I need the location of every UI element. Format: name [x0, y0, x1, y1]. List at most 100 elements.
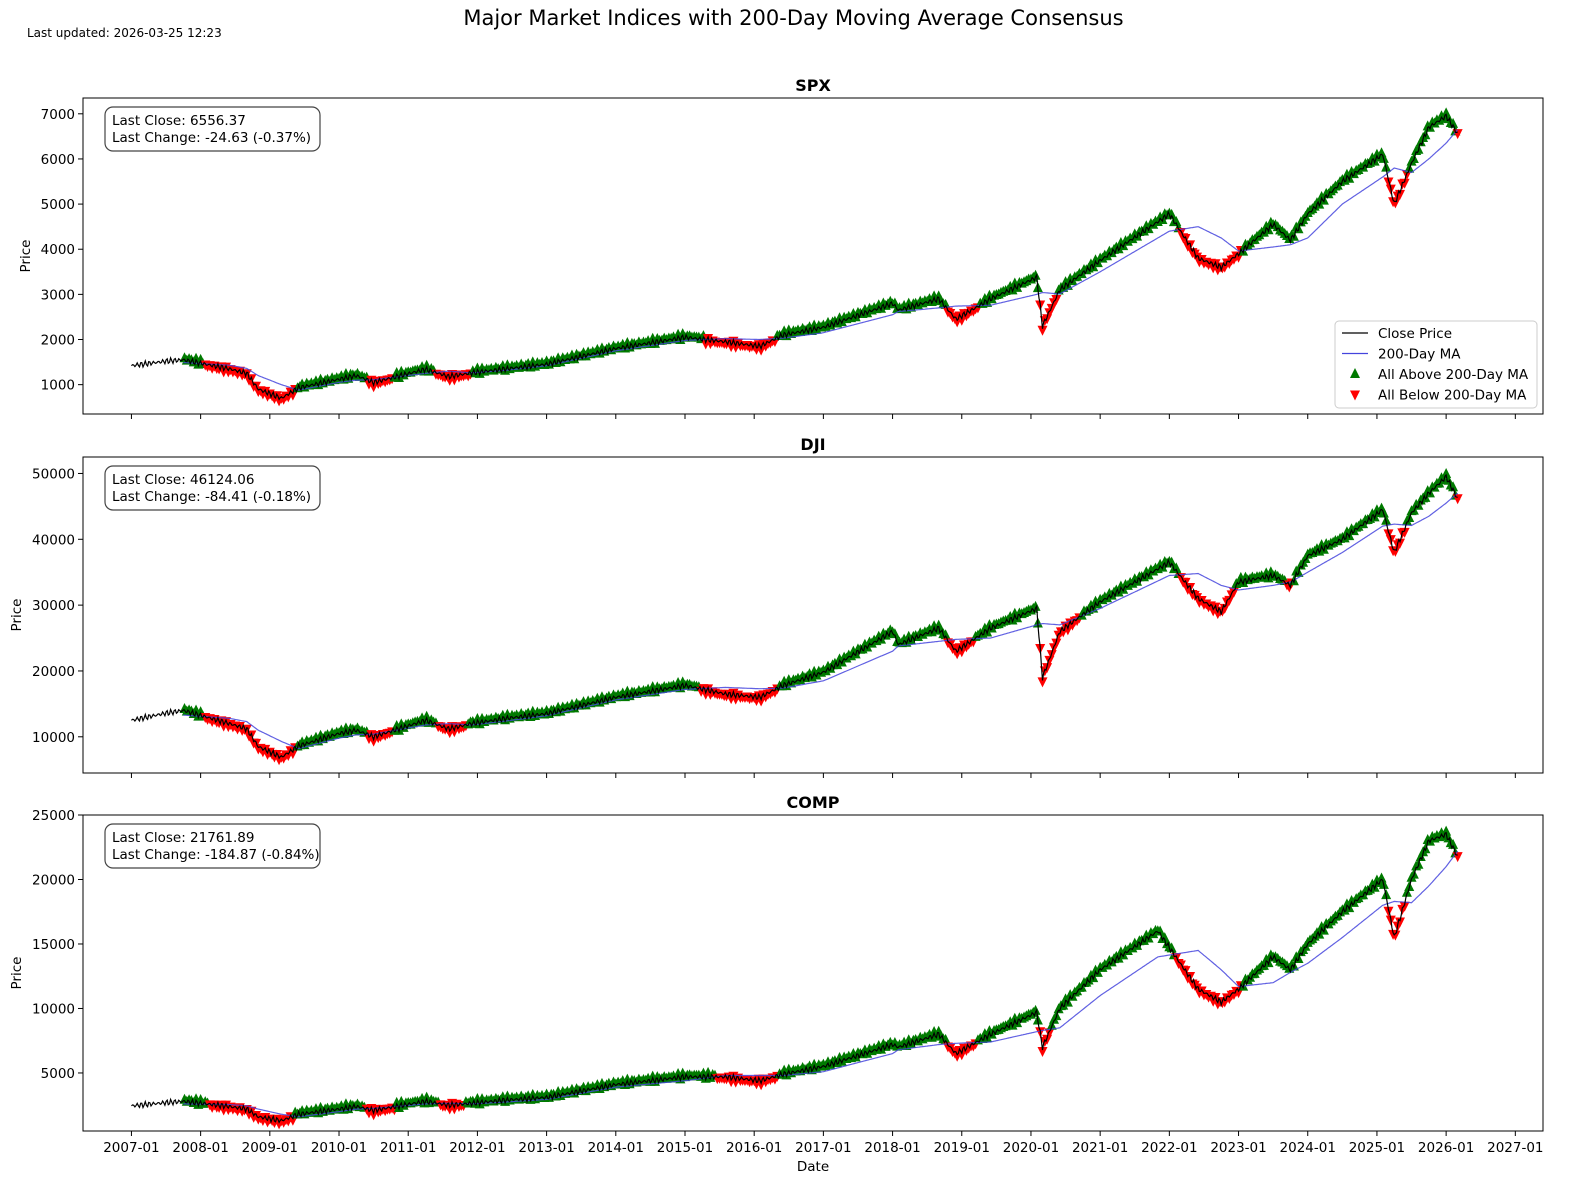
last-change-text: Last Change: -84.41 (-0.18%) — [112, 489, 311, 505]
last-close-text: Last Close: 46124.06 — [112, 472, 254, 488]
below-ma-marker — [1394, 189, 1405, 200]
legend-label: All Below 200-Day MA — [1378, 388, 1527, 404]
x-tick-label: 2012-01 — [449, 1140, 505, 1156]
x-tick-label: 2011-01 — [380, 1140, 436, 1156]
x-tick-label: 2016-01 — [726, 1140, 782, 1156]
ma-200-line — [183, 850, 1459, 1118]
axes-frame — [82, 814, 1544, 1132]
y-axis-label: Price — [18, 240, 34, 273]
close-price-line — [131, 473, 1458, 760]
y-tick-label: 6000 — [41, 152, 75, 168]
legend: Close Price 200-Day MA All Above 200-Day M… — [1334, 320, 1538, 409]
last-change-text: Last Change: -24.63 (-0.37%) — [112, 130, 311, 146]
close-price-line — [131, 831, 1458, 1124]
y-tick-label: 10000 — [32, 1001, 75, 1017]
x-tick-label: 2022-01 — [1141, 1140, 1197, 1156]
consensus-markers — [179, 825, 1463, 1130]
x-tick-label: 2020-01 — [1003, 1140, 1059, 1156]
above-ma-marker — [1448, 838, 1459, 849]
y-tick-label: 3000 — [41, 287, 75, 303]
above-ma-marker — [1046, 1019, 1057, 1030]
info-box-frame — [104, 823, 321, 869]
ma-200-line — [183, 129, 1459, 391]
last-close-text: Last Close: 6556.37 — [112, 113, 246, 129]
last-updated-label: Last updated: 2026-03-25 12:23 — [27, 26, 222, 40]
below-ma-marker — [1037, 325, 1048, 336]
below-ma-marker — [1175, 960, 1186, 971]
y-tick-label: 4000 — [41, 242, 75, 258]
above-ma-marker — [889, 628, 900, 639]
y-tick-label: 20000 — [32, 872, 75, 888]
above-ma-marker — [1030, 269, 1041, 280]
x-tick-label: 2027-01 — [1487, 1140, 1543, 1156]
x-tick-label: 2024-01 — [1280, 1140, 1336, 1156]
below-ma-marker — [1051, 295, 1062, 306]
x-tick-label: 2025-01 — [1349, 1140, 1405, 1156]
y-tick-label: 15000 — [32, 937, 75, 953]
above-ma-marker — [1030, 1004, 1041, 1015]
y-axis-label: Price — [9, 599, 25, 632]
figure-title: Major Market Indices with 200-Day Moving… — [463, 6, 1124, 30]
x-tick-label: 2014-01 — [588, 1140, 644, 1156]
above-ma-marker — [1166, 208, 1177, 219]
axes-frame — [82, 456, 1544, 774]
below-ma-marker — [1037, 677, 1048, 688]
axes-frame — [82, 97, 1544, 415]
below-ma-marker — [1399, 178, 1410, 189]
y-tick-label: 40000 — [32, 532, 75, 548]
below-ma-marker — [1383, 177, 1394, 188]
below-ma-marker — [1175, 227, 1186, 238]
below-ma-marker — [1394, 538, 1405, 549]
y-tick-label: 5000 — [41, 1066, 75, 1082]
panel-comp: COMP Price 5000 10000 15000 20000 25000 2007-01… — [9, 793, 1544, 1175]
y-tick-label: 7000 — [41, 107, 75, 123]
consensus-markers — [179, 468, 1463, 766]
panel-title: SPX — [795, 76, 831, 95]
last-change-text: Last Change: -184.87 (-0.84%) — [112, 847, 320, 863]
below-ma-marker — [260, 744, 271, 755]
below-ma-marker — [1394, 917, 1405, 928]
above-ma-marker — [1030, 600, 1041, 611]
above-ma-marker — [1420, 843, 1431, 854]
legend-swatch-up-triangle — [1350, 368, 1360, 378]
y-tick-label: 50000 — [32, 466, 75, 482]
x-tick-label: 2009-01 — [242, 1140, 298, 1156]
y-tick-label: 20000 — [32, 664, 75, 680]
x-axis-label: Date — [797, 1159, 829, 1175]
info-box-frame — [104, 465, 321, 511]
above-ma-marker — [940, 629, 951, 640]
x-tick-label: 2008-01 — [172, 1140, 228, 1156]
panel-dji: DJI Price 10000 20000 30000 40000 50000 Last Cl… — [9, 435, 1544, 778]
below-ma-marker — [1383, 529, 1394, 540]
below-ma-marker — [1051, 638, 1062, 649]
ma-200-line — [183, 492, 1459, 750]
x-tick-label: 2010-01 — [311, 1140, 367, 1156]
legend-label: All Above 200-Day MA — [1378, 367, 1529, 383]
panel-title: COMP — [787, 793, 840, 812]
x-tick-label: 2018-01 — [864, 1140, 920, 1156]
above-ma-marker — [1155, 925, 1166, 936]
x-tick-label: 2023-01 — [1210, 1140, 1266, 1156]
x-tick-label: 2026-01 — [1418, 1140, 1474, 1156]
legend-label: Close Price — [1378, 326, 1452, 342]
above-ma-marker — [1401, 886, 1412, 897]
panel-title: DJI — [800, 435, 825, 454]
x-tick-label: 2021-01 — [1072, 1140, 1128, 1156]
below-ma-marker — [1399, 901, 1410, 912]
y-axis-label: Price — [9, 957, 25, 990]
x-tick-label: 2015-01 — [657, 1140, 713, 1156]
below-ma-marker — [1037, 1046, 1048, 1057]
legend-frame — [1334, 320, 1538, 409]
y-tick-label: 25000 — [32, 808, 75, 824]
y-tick-label: 10000 — [32, 730, 75, 746]
above-ma-marker — [940, 1033, 951, 1044]
above-ma-marker — [1448, 481, 1459, 492]
y-tick-label: 30000 — [32, 598, 75, 614]
y-tick-label: 5000 — [41, 197, 75, 213]
panel-spx: SPX Price 1000 2000 3000 4000 5000 6000 7000 Last… — [18, 76, 1544, 419]
x-tick-label: 2019-01 — [934, 1140, 990, 1156]
y-tick-label: 1000 — [41, 378, 75, 394]
